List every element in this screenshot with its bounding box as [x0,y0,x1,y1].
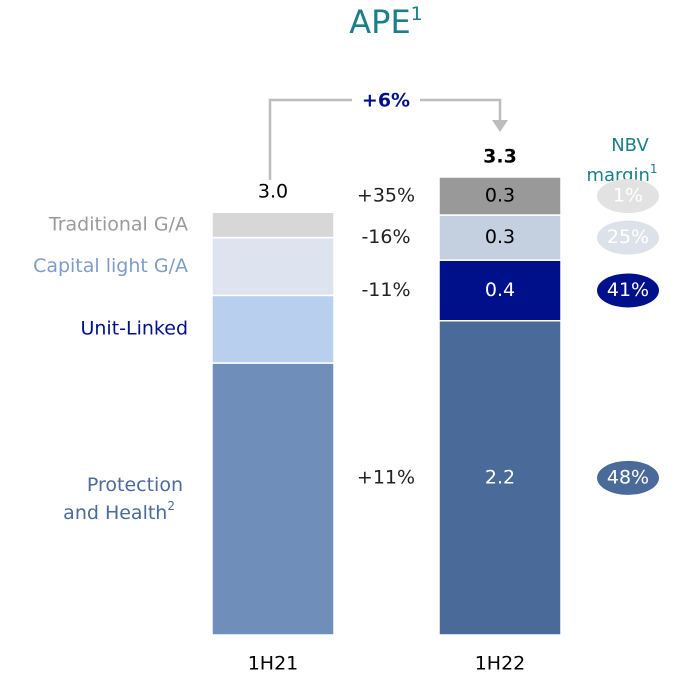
series-label-line: and Health [63,502,167,524]
change-label: -16% [361,226,410,248]
margin-label: 25% [607,226,649,248]
bar-segment [211,211,335,239]
growth-label: +6% [362,90,410,112]
series-label: Traditional G/A [48,213,188,235]
value-label: 2.2 [485,466,515,488]
series-label: Unit-Linked [80,318,188,340]
total-label: 3.3 [483,146,517,168]
series-label: Capital light G/A [33,255,188,277]
margin-title: NBV margin1 [586,135,657,186]
margin-title-line: NBV [611,135,649,156]
margin-bubble [597,273,659,308]
margin-label: 48% [607,466,649,488]
growth-bg [352,88,420,112]
x-tick-label: 1H22 [475,653,526,675]
bar-segment [211,294,335,364]
change-label: -11% [361,279,410,301]
x-tick-label: 1H21 [248,653,299,675]
margin-bubble [597,460,659,495]
total-label: 3.0 [258,181,288,203]
value-label: 0.4 [485,279,515,301]
bar-segment [438,259,562,322]
series-label-line: Protection [87,474,183,496]
change-label: +11% [357,466,415,488]
bar-segment [438,176,562,216]
series-note: 2 [167,499,175,513]
margin-bubble [597,179,659,214]
bar-segment [438,319,562,636]
margin-label: 41% [607,279,649,301]
title-note: 1 [411,3,423,25]
series-label: Protection and Health2 [63,474,183,524]
arrow-head [492,120,508,132]
title-text: APE [349,3,410,41]
bar-segment [211,362,335,636]
margin-note: 1 [650,162,658,176]
change-label: +35% [357,185,415,207]
margin-label: 1% [613,185,643,207]
value-label: 0.3 [485,185,515,207]
value-label: 0.3 [485,226,515,248]
chart-title: APE1 [349,3,423,42]
margin-bubble [597,220,659,255]
bar-segment [211,236,335,297]
